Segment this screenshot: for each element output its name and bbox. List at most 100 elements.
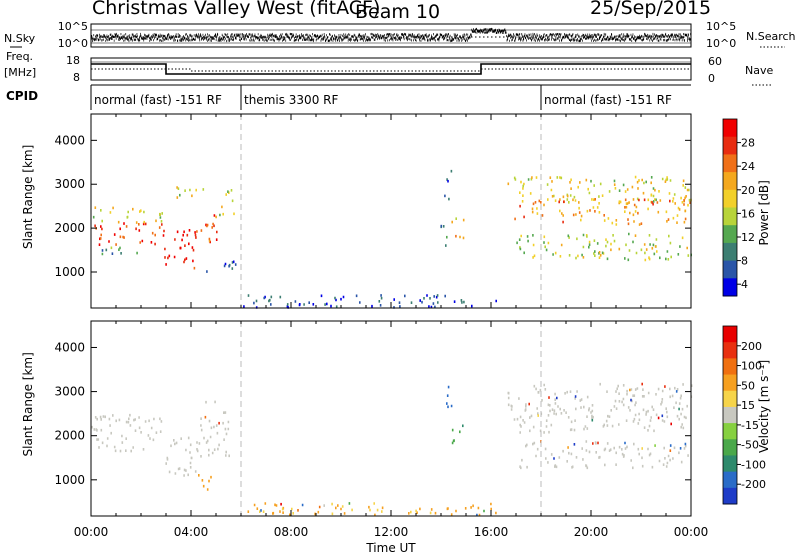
scatter-region [514,198,691,226]
scatter-region [243,294,497,309]
colorbar-tick-label: 16 [741,207,755,220]
scatter-points [440,225,447,247]
scatter-points [678,407,680,411]
colorbar-cell [723,278,737,297]
colorbar-cell [723,390,737,408]
scatter-points [94,222,165,246]
y-tick-label: 2000 [54,221,85,235]
scatter-region [451,424,464,445]
colorbar-tick-label: 28 [741,137,755,150]
scatter-points [280,502,282,506]
scatter-points [206,263,237,273]
colorbar-2 [722,325,741,505]
nave-trace [91,68,691,72]
scatter-points [195,188,197,192]
scatter-points [553,443,576,460]
scatter-points [219,190,229,217]
scatter-region [247,502,497,517]
colorbar-cell [723,136,737,155]
scatter-points [204,415,207,419]
scatter-points [654,444,656,447]
colorbar-cell [723,242,737,262]
colorbar-tick-label: -100 [741,458,766,471]
y-tick-label: 2000 [54,429,85,443]
noise-left-tick-high: 10^5 [58,20,88,33]
noise-sky-trace [91,27,692,43]
y-axis-label: Slant Range [km] [21,145,35,249]
colorbar-cell [723,225,737,244]
scatter-points [228,261,234,270]
scatter-points [591,418,594,422]
freq-label-1: Freq. [6,50,33,63]
scatter-points [247,502,497,517]
scatter-points [101,249,114,255]
x-axis-label: Time UT [365,541,416,554]
scatter-region [198,400,230,458]
scatter-points [536,198,689,226]
scatter-points [200,222,214,241]
colorbar-tick-label: -200 [741,478,766,491]
freq-label-2: [MHz] [4,66,36,79]
noise-right-tick-low: 10^0 [706,37,736,50]
x-tick-label: 00:00 [74,525,109,539]
scatter-points [198,474,212,491]
y-tick-label: 3000 [54,177,85,191]
scatter-points [444,194,446,198]
nave-tick-low: 0 [708,72,715,85]
cpid-segment-text: themis 3300 RF [244,93,338,107]
scatter-points [440,224,443,228]
cpid-label: CPID [6,89,38,103]
scatter-points [222,191,235,216]
x-tick-label: 04:00 [174,525,209,539]
scatter-points [516,232,692,262]
colorbar-label: Velocity [m s⁻¹] [757,360,771,453]
station-title: Christmas Valley West (fitACF) [92,0,381,19]
colorbar-frame [722,118,738,297]
colorbar-cell [723,189,737,208]
scatter-region [92,206,163,224]
x-tick-label: 16:00 [474,525,509,539]
scatter-points [513,405,687,434]
scatter-points [513,176,691,204]
scatter-points [514,198,691,226]
scatter-points [218,421,220,425]
scatter-points [94,206,161,224]
colorbar-tick-label: 12 [741,231,755,244]
y-tick-label: 4000 [54,340,85,354]
scatter-points [629,388,631,392]
scatter-points [243,294,497,309]
y-tick-label: 1000 [54,265,85,279]
scatter-points [165,436,199,477]
scatter-region [165,436,199,477]
noise-right-tick-high: 10^5 [706,20,736,33]
scatter-points [221,205,223,209]
nave-tick-high: 60 [708,55,722,68]
colorbar-tick-label: 15 [741,399,755,412]
colorbar-cell [723,342,737,359]
date-label: 25/Sep/2015 [590,0,712,19]
noise-panel-frame [90,23,692,48]
scatter-region [200,214,218,244]
x-tick-label: 00:00 [674,525,709,539]
cpid-segment-text: normal (fast) -151 RF [544,93,672,107]
colorbar-cell [723,260,737,279]
scatter-region [507,382,693,412]
scatter-points [455,217,457,220]
scatter-points [176,186,193,199]
scatter-points [567,446,569,449]
scatter-points [455,234,457,238]
colorbar-cell [723,358,737,376]
scatter-points [109,209,161,224]
scatter-points [297,505,321,512]
colorbar-cell [723,406,737,424]
scatter-points [198,400,230,458]
freq-tick-high: 18 [66,54,80,67]
noise-search-label: N.Search [746,30,796,43]
colorbar-cell [723,172,737,191]
colorbar-cell [723,423,737,440]
noise-sky-label: N.Sky [4,32,36,45]
scatter-region [451,217,465,240]
scatter-region [507,175,692,205]
scatter-points [253,294,446,309]
